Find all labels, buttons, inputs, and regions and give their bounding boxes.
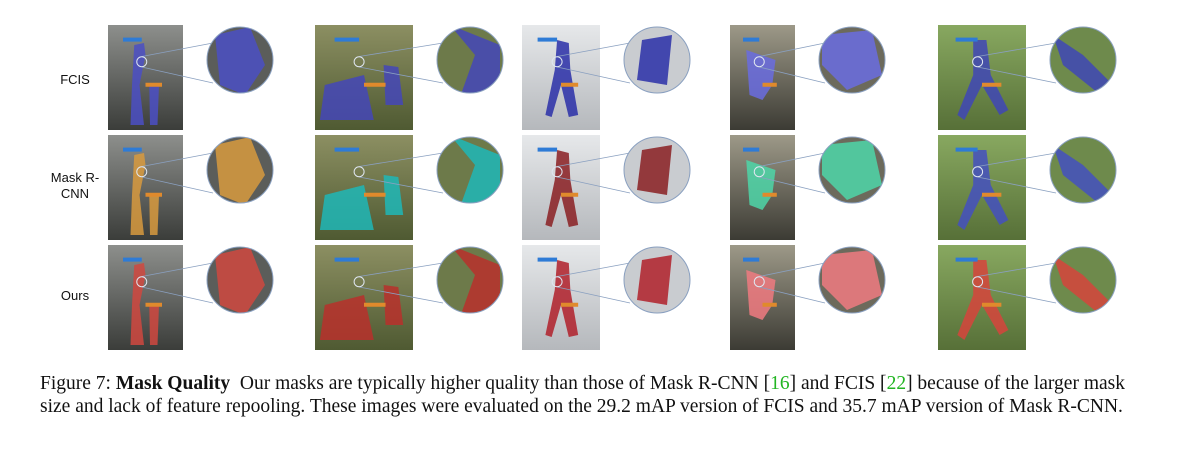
example-image — [315, 25, 504, 130]
example-image — [522, 245, 691, 350]
example-image — [108, 135, 274, 240]
example-image — [938, 25, 1117, 130]
citation-link-22[interactable]: 22 — [886, 373, 907, 394]
example-image — [522, 25, 691, 130]
caption-title: Mask Quality — [115, 373, 231, 394]
example-image — [315, 135, 504, 240]
example-image — [938, 245, 1117, 350]
example-image — [938, 135, 1117, 240]
example-image — [730, 25, 886, 130]
figure-label: Figure 7: — [40, 373, 111, 394]
row-label-fcis: FCIS — [60, 72, 90, 87]
example-image — [522, 135, 691, 240]
caption-text-1: Our masks are typically higher quality t… — [239, 373, 771, 394]
example-image — [108, 25, 274, 130]
example-image — [730, 135, 886, 240]
figure: FCIS Mask R-CNN Ours — [50, 25, 1117, 350]
example-image — [315, 245, 504, 350]
example-image — [108, 245, 274, 350]
row-label-mask-rcnn: Mask R-CNN — [50, 170, 100, 201]
citation-link-16[interactable]: 16 — [770, 373, 790, 394]
row-label-ours: Ours — [60, 288, 90, 303]
example-image — [730, 245, 886, 350]
caption-text-3: ] because of the larger mask size and la… — [40, 373, 1125, 417]
figure-caption: Figure 7: Mask Quality Our masks are typ… — [40, 372, 1160, 418]
caption-text-2: ] and FCIS [ — [789, 373, 887, 394]
